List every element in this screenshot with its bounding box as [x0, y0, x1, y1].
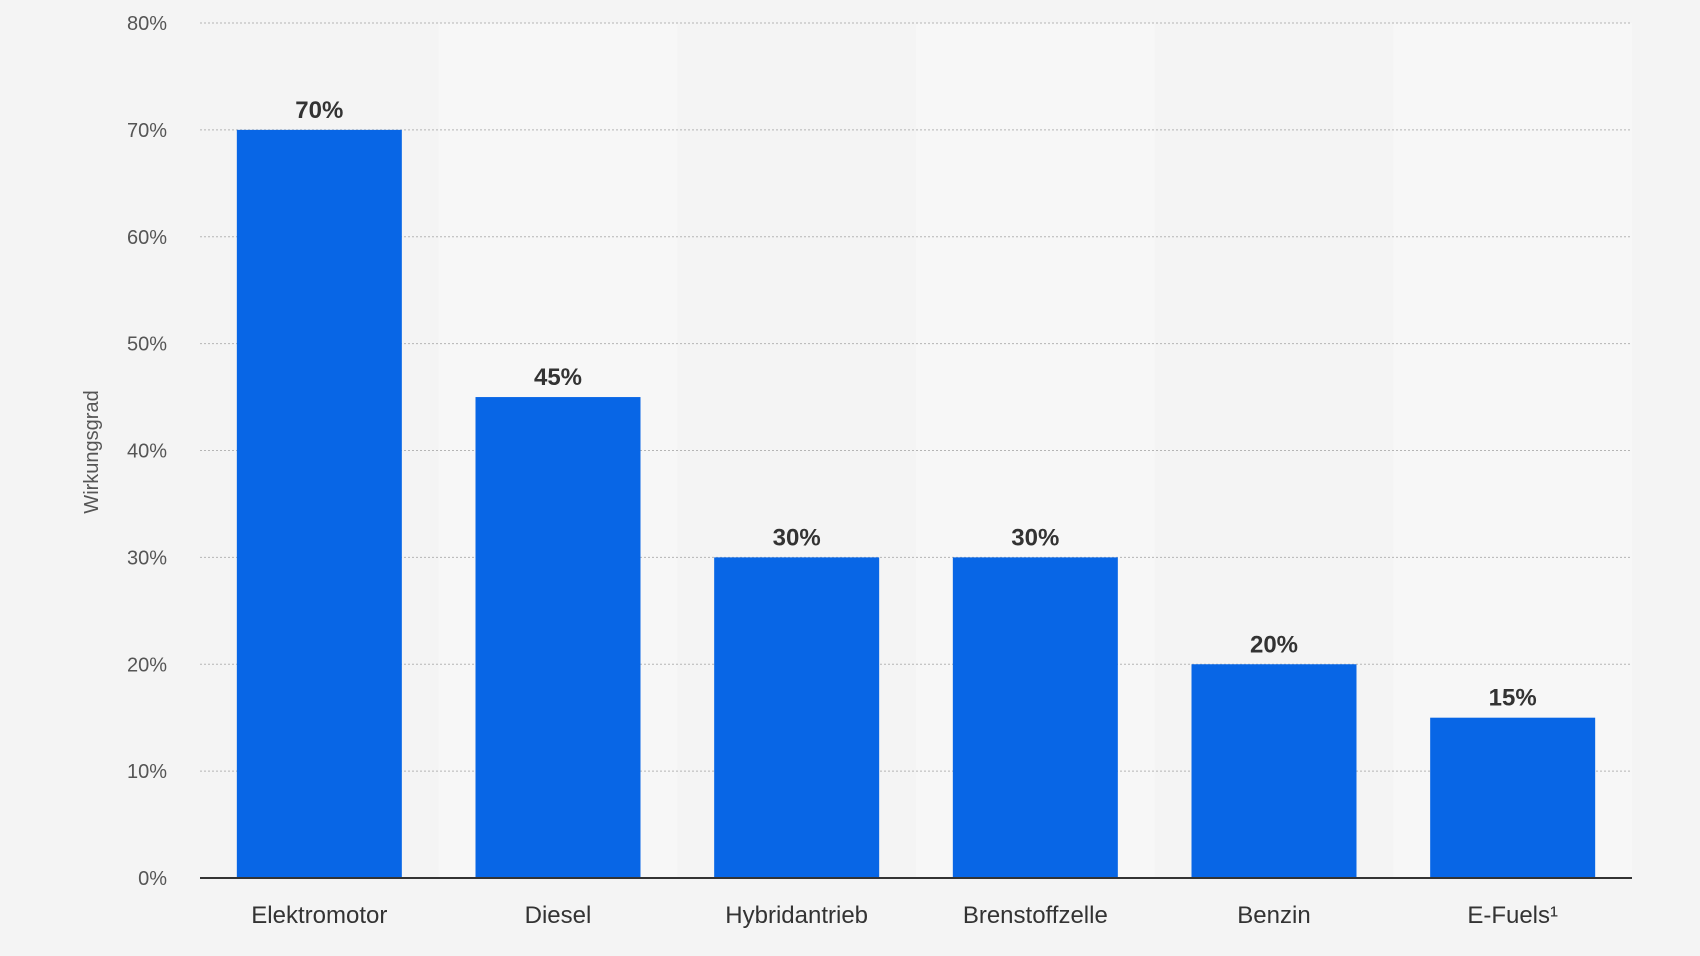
bar-value-label: 30% [1011, 524, 1059, 551]
x-category-label: Brenstoffzelle [963, 902, 1108, 929]
bar-value-label: 15% [1489, 685, 1537, 712]
y-axis-title: Wirkungsgrad [81, 390, 103, 513]
x-category-label: Hybridantrieb [725, 902, 868, 929]
y-tick-label: 60% [127, 227, 167, 249]
bar-value-label: 45% [534, 364, 582, 391]
bar-value-label: 30% [773, 524, 821, 551]
y-tick-label: 10% [127, 761, 167, 783]
y-tick-label: 20% [127, 654, 167, 676]
bar [475, 397, 641, 878]
y-tick-label: 30% [127, 547, 167, 569]
bar [236, 129, 402, 878]
y-tick-label: 80% [127, 13, 167, 35]
x-category-label: Elektromotor [251, 902, 387, 929]
bar-value-label: 70% [295, 97, 343, 124]
y-tick-label: 70% [127, 120, 167, 142]
x-category-label: Benzin [1237, 902, 1310, 929]
x-category-label: Diesel [525, 902, 592, 929]
y-tick-label: 50% [127, 334, 167, 356]
bar-value-label: 20% [1250, 631, 1298, 658]
bar [1191, 664, 1357, 878]
bar [1430, 717, 1596, 878]
y-tick-label: 0% [138, 868, 167, 890]
y-tick-label: 40% [127, 441, 167, 463]
bar [952, 557, 1118, 878]
bar [714, 557, 880, 878]
x-category-label: E-Fuels¹ [1467, 902, 1558, 929]
